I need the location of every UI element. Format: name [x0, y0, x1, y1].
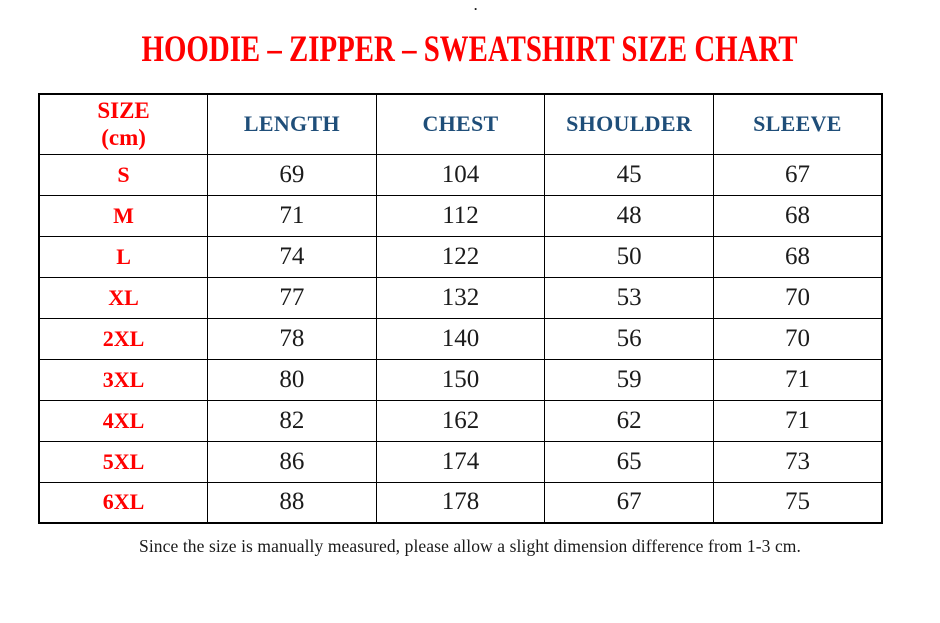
table-cell-sleeve: 68 [712, 235, 883, 278]
table-cell-shoulder: 67 [544, 481, 714, 524]
table-row-4xl: 4XL 82 162 62 71 [38, 399, 883, 442]
table-row-2xl: 2XL 78 140 56 70 [38, 317, 883, 360]
table-row-l: L 74 122 50 68 [38, 235, 883, 278]
row-label: M [38, 194, 209, 237]
table-cell-length: 77 [207, 276, 377, 319]
table-cell-length: 80 [207, 358, 377, 401]
row-label: 5XL [38, 440, 209, 483]
table-cell-chest: 140 [375, 317, 546, 360]
table-cell-shoulder: 53 [544, 276, 714, 319]
row-label: S [38, 153, 209, 196]
table-row-s: S 69 104 45 67 [38, 153, 883, 196]
table-cell-sleeve: 71 [712, 358, 883, 401]
table-cell-shoulder: 59 [544, 358, 714, 401]
size-chart-table: SIZE (cm) LENGTH CHEST SHOULDER SLEEVE S… [38, 93, 883, 524]
table-cell-sleeve: 71 [712, 399, 883, 442]
table-cell-shoulder: 48 [544, 194, 714, 237]
table-row-m: M 71 112 48 68 [38, 194, 883, 237]
measurement-note: Since the size is manually measured, ple… [138, 536, 801, 556]
table-cell-chest: 178 [375, 481, 546, 524]
table-cell-length: 74 [207, 235, 377, 278]
table-cell-length: 86 [207, 440, 377, 483]
row-label: XL [38, 276, 209, 319]
row-label: 3XL [38, 358, 209, 401]
stray-dot-mark: . [474, 0, 478, 13]
col-header-shoulder: SHOULDER [544, 93, 714, 155]
row-label: 4XL [38, 399, 209, 442]
page-title: HOODIE – ZIPPER – SWEATSHIRT SIZE CHART [0, 28, 940, 71]
table-row-6xl: 6XL 88 178 67 75 [38, 481, 883, 524]
table-cell-shoulder: 56 [544, 317, 714, 360]
col-header-size: SIZE (cm) [38, 93, 209, 155]
table-cell-shoulder: 45 [544, 153, 714, 196]
col-header-sleeve: SLEEVE [712, 93, 883, 155]
header-row: SIZE (cm) LENGTH CHEST SHOULDER SLEEVE [38, 93, 883, 155]
table-cell-length: 69 [207, 153, 377, 196]
table-cell-sleeve: 73 [712, 440, 883, 483]
table-cell-sleeve: 70 [712, 276, 883, 319]
table-cell-chest: 174 [375, 440, 546, 483]
table-row-3xl: 3XL 80 150 59 71 [38, 358, 883, 401]
table-cell-sleeve: 67 [712, 153, 883, 196]
table-cell-length: 78 [207, 317, 377, 360]
table-cell-length: 88 [207, 481, 377, 524]
table-cell-sleeve: 70 [712, 317, 883, 360]
page-title-text: HOODIE – ZIPPER – SWEATSHIRT SIZE CHART [141, 29, 799, 70]
table-cell-sleeve: 75 [712, 481, 883, 524]
table-cell-shoulder: 50 [544, 235, 714, 278]
row-label: 2XL [38, 317, 209, 360]
table-cell-chest: 162 [375, 399, 546, 442]
col-header-chest: CHEST [375, 93, 546, 155]
table-cell-chest: 150 [375, 358, 546, 401]
row-label: L [38, 235, 209, 278]
table-cell-shoulder: 62 [544, 399, 714, 442]
table-cell-chest: 104 [375, 153, 546, 196]
table-cell-sleeve: 68 [712, 194, 883, 237]
table-cell-shoulder: 65 [544, 440, 714, 483]
table-cell-length: 71 [207, 194, 377, 237]
table-cell-chest: 112 [375, 194, 546, 237]
table-cell-chest: 132 [375, 276, 546, 319]
col-header-length: LENGTH [207, 93, 377, 155]
table-row-xl: XL 77 132 53 70 [38, 276, 883, 319]
table-cell-length: 82 [207, 399, 377, 442]
table-row-5xl: 5XL 86 174 65 73 [38, 440, 883, 483]
row-label: 6XL [38, 481, 209, 524]
table-cell-chest: 122 [375, 235, 546, 278]
